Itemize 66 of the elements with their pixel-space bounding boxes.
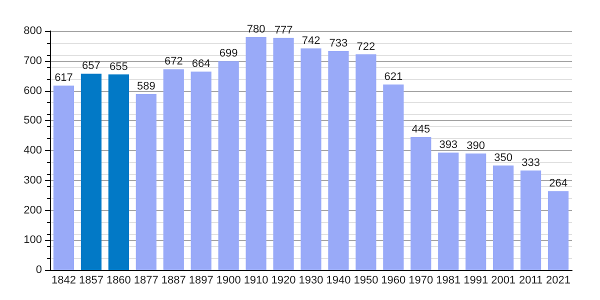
x-tick-label: 1860 [106, 274, 131, 286]
data-label: 699 [219, 48, 238, 60]
data-label: 264 [549, 178, 568, 190]
bar [548, 191, 569, 270]
y-tick-label: 500 [24, 114, 42, 127]
data-label: 722 [356, 40, 376, 53]
x-tick-label: 1991 [464, 274, 488, 286]
bar [520, 170, 542, 270]
x-tick-label: 1877 [134, 274, 158, 286]
y-tick-label: 600 [24, 84, 42, 97]
data-label: 780 [246, 23, 266, 36]
data-label: 621 [384, 70, 403, 83]
bar [300, 48, 322, 270]
x-tick-label: 1930 [298, 274, 324, 286]
x-tick-label: 1897 [188, 274, 214, 286]
x-tick-label: 1887 [161, 274, 186, 286]
bar [356, 54, 376, 270]
data-label: 742 [302, 34, 320, 47]
bar [328, 51, 349, 270]
data-label: 393 [439, 139, 458, 152]
x-tick-label: 1857 [78, 274, 104, 286]
y-tick-label: 200 [24, 204, 42, 216]
y-tick-label: 400 [24, 144, 42, 156]
data-label: 617 [54, 72, 73, 84]
data-label: 664 [192, 58, 210, 70]
data-label: 733 [329, 38, 348, 50]
x-tick-label: 1950 [354, 274, 378, 286]
bar [190, 72, 212, 270]
x-tick-label: 1920 [271, 274, 296, 286]
x-tick-label: 1900 [216, 274, 241, 286]
bar [273, 38, 294, 270]
x-tick-label: 2021 [546, 274, 571, 286]
bar [438, 152, 459, 270]
data-label: 390 [466, 140, 486, 152]
data-label: 333 [522, 157, 540, 170]
bar [163, 69, 184, 270]
bar [246, 36, 266, 270]
bar [493, 165, 514, 270]
x-tick-label: 1910 [244, 274, 268, 286]
bar [383, 84, 404, 270]
bar [108, 74, 129, 270]
bar [53, 86, 74, 270]
bar [136, 94, 156, 270]
x-tick-label: 1970 [408, 274, 434, 286]
x-tick-label: 1960 [381, 274, 406, 286]
data-label: 350 [494, 152, 512, 164]
x-tick-label: 2001 [491, 274, 516, 286]
bar [218, 61, 239, 270]
data-label: 655 [110, 60, 128, 73]
y-tick-label: 700 [24, 54, 42, 67]
y-tick-label: 300 [24, 174, 42, 186]
y-tick-label: 800 [24, 25, 42, 37]
data-label: 672 [164, 56, 183, 68]
x-tick-label: 1940 [326, 274, 351, 286]
y-tick-label: 0 [36, 264, 42, 276]
x-tick-label: 1842 [51, 274, 76, 286]
data-label: 777 [274, 24, 293, 36]
data-label: 445 [412, 124, 430, 136]
x-tick-label: 1981 [436, 274, 461, 286]
data-label: 589 [136, 80, 156, 93]
bar [80, 74, 102, 270]
y-tick-label: 100 [24, 234, 42, 246]
x-tick-label: 2011 [518, 274, 543, 286]
data-label: 657 [82, 60, 100, 72]
bar [466, 153, 486, 270]
bar [410, 137, 432, 270]
